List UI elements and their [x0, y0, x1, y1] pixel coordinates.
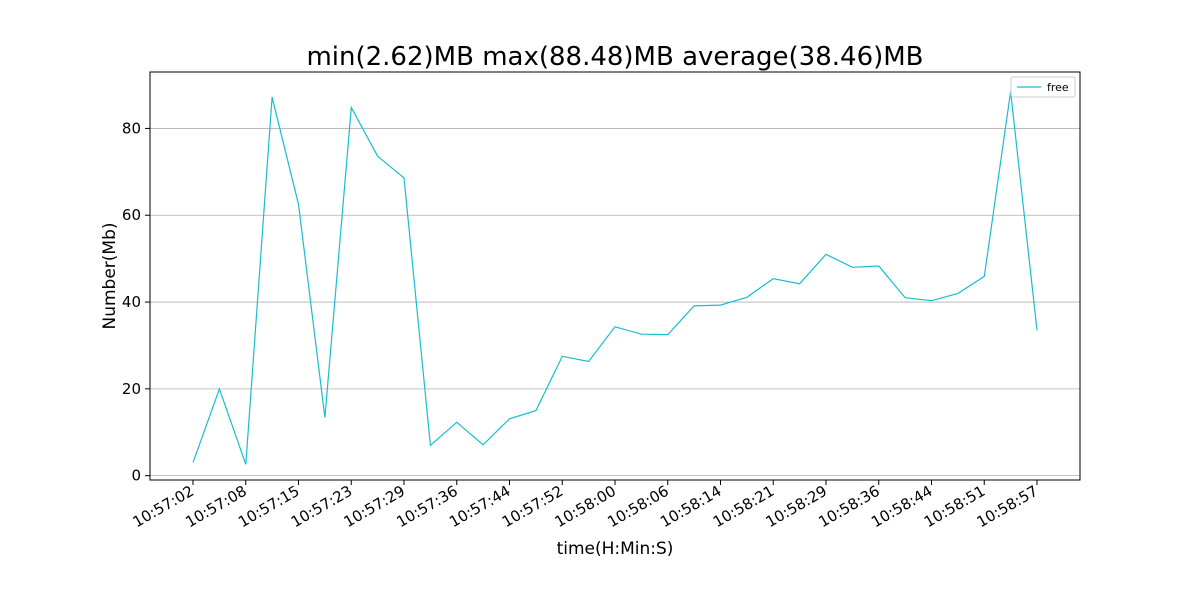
- y-axis-ticks: 0 20 40 60 80: [122, 119, 150, 485]
- legend-box: [1010, 76, 1076, 98]
- plot-frame: [149, 71, 1081, 481]
- data-point-27: [904, 296, 907, 299]
- data-point-11: [482, 443, 485, 446]
- series-line-free: [192, 91, 1038, 465]
- x-tick-label-16: 10:58:57: [974, 482, 1041, 531]
- data-point-16: [614, 325, 617, 328]
- y-tick-label-80: 80: [122, 119, 141, 137]
- data-point-13: [534, 409, 537, 412]
- data-point-19: [693, 304, 696, 307]
- data-point-18: [666, 333, 669, 336]
- y-axis-label: Number(Mb): [100, 222, 120, 329]
- legend-label-free: free: [1047, 81, 1069, 94]
- data-point-32: [1036, 329, 1039, 332]
- data-point-7: [376, 155, 379, 158]
- y-tick-label-60: 60: [122, 206, 141, 224]
- data-point-22: [772, 277, 775, 280]
- data-point-9: [429, 444, 432, 447]
- grid-lines: [150, 128, 1080, 477]
- x-axis-label: time(H:Min:S): [557, 539, 674, 559]
- x-axis-ticks: 10:57:0210:57:0810:57:1510:57:2310:57:29…: [130, 480, 1041, 531]
- data-point-21: [745, 296, 748, 299]
- data-point-4: [297, 203, 300, 206]
- data-point-24: [825, 253, 828, 256]
- data-point-28: [930, 299, 933, 302]
- data-point-0: [192, 461, 195, 464]
- data-point-12: [508, 417, 511, 420]
- data-point-8: [403, 176, 406, 179]
- chart-title: min(2.62)MB max(88.48)MB average(38.46)M…: [306, 42, 923, 72]
- data-point-2: [244, 463, 247, 466]
- data-point-26: [877, 265, 880, 268]
- legend: free: [1010, 76, 1076, 98]
- data-point-30: [983, 275, 986, 278]
- data-point-23: [798, 282, 801, 285]
- data-point-17: [640, 333, 643, 336]
- data-point-6: [350, 106, 353, 109]
- series-layer: [192, 91, 1039, 466]
- data-point-10: [455, 421, 458, 424]
- data-point-29: [956, 292, 959, 295]
- data-point-25: [851, 266, 854, 269]
- y-tick-label-0: 0: [131, 467, 141, 485]
- data-point-20: [719, 304, 722, 307]
- data-point-1: [218, 387, 221, 390]
- data-point-15: [587, 360, 590, 363]
- data-point-5: [323, 416, 326, 419]
- y-tick-label-40: 40: [122, 293, 141, 311]
- data-point-3: [271, 96, 274, 99]
- y-tick-label-20: 20: [122, 380, 141, 398]
- data-point-14: [561, 355, 564, 358]
